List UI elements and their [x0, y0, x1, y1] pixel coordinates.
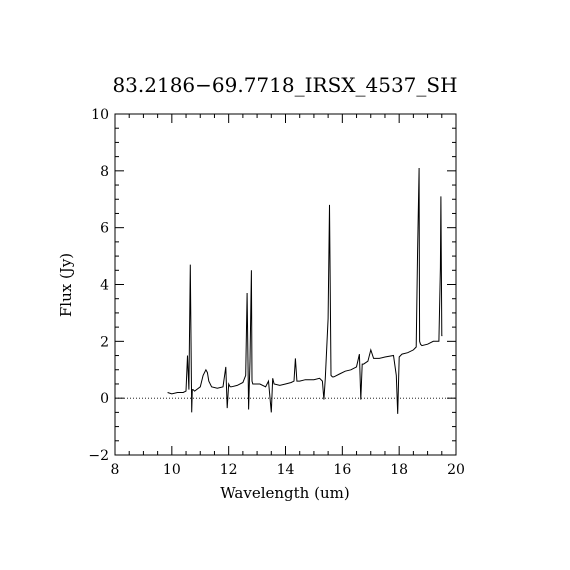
x-tick-label: 12	[220, 462, 238, 478]
x-tick-label: 18	[390, 462, 408, 478]
x-tick-label: 14	[277, 462, 295, 478]
y-tick-label: 8	[100, 164, 109, 180]
spectrum-line	[167, 167, 443, 414]
x-tick-label: 16	[333, 462, 351, 478]
x-tick-label: 10	[163, 462, 181, 478]
x-tick-label: 8	[111, 462, 120, 478]
plot-frame	[114, 113, 457, 456]
y-axis-label: Flux (Jy)	[57, 253, 75, 317]
y-tick-label: 2	[100, 334, 109, 350]
y-tick-label: −2	[88, 448, 109, 464]
x-axis-label: Wavelength (um)	[220, 484, 349, 502]
x-tick-label: 20	[447, 462, 465, 478]
chart-title: 83.2186−69.7718_IRSX_4537_SH	[112, 73, 457, 97]
y-tick-label: 0	[100, 391, 109, 407]
plot-area: 8 10 12 14 16 18 20 −2 0 2 4 6 8 10	[88, 107, 465, 478]
y-tick-label: 6	[100, 221, 109, 237]
y-tick-label: 4	[100, 278, 109, 294]
y-tick-label: 10	[91, 107, 109, 123]
